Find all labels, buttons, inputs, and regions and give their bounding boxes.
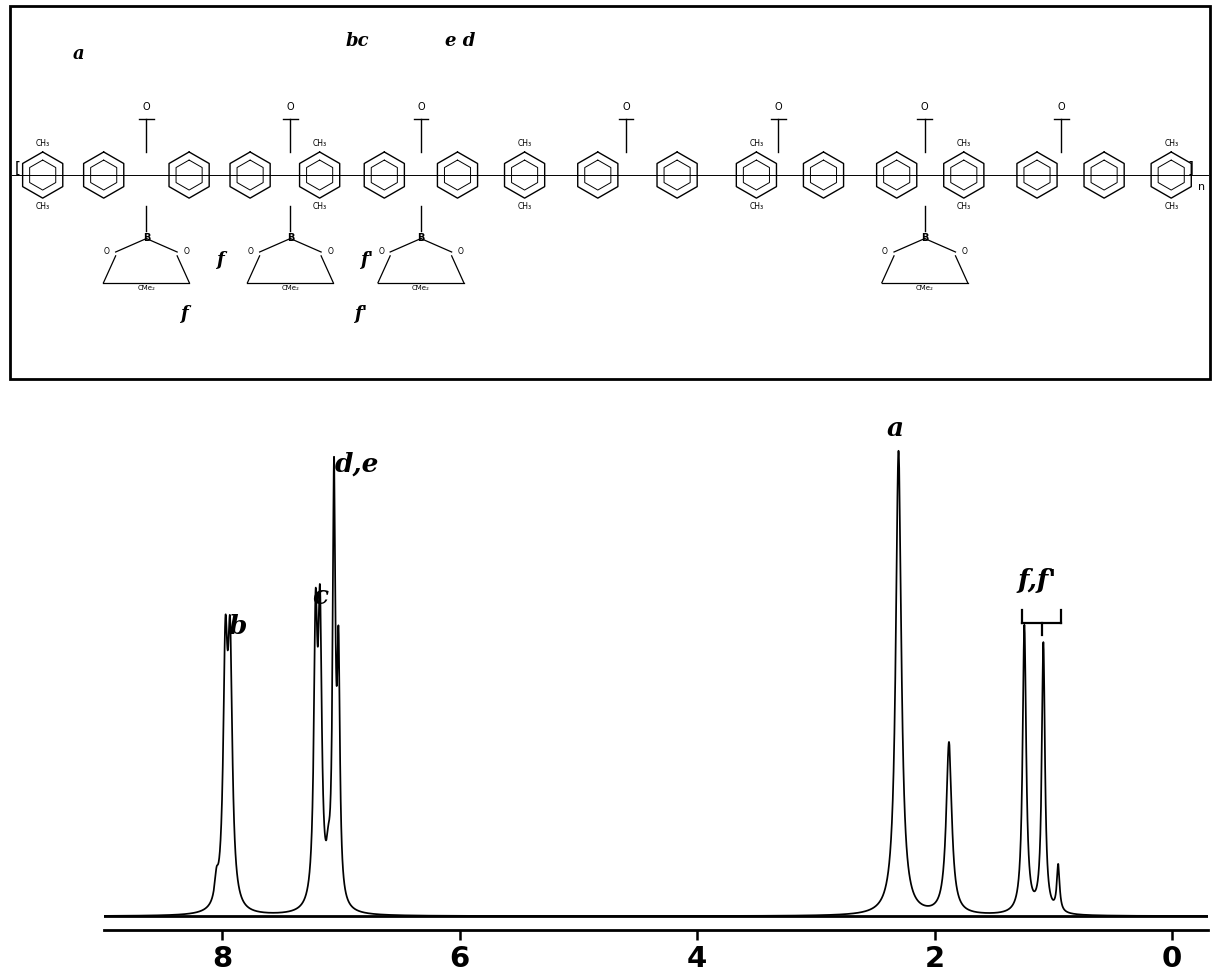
Text: CMe₂: CMe₂ xyxy=(282,284,299,290)
Text: CH₃: CH₃ xyxy=(956,202,971,211)
Text: CMe₂: CMe₂ xyxy=(412,284,429,290)
Text: e d: e d xyxy=(445,32,476,50)
Text: f': f' xyxy=(360,250,373,269)
Text: bc: bc xyxy=(345,32,368,50)
Text: O: O xyxy=(143,101,150,112)
Text: f,f': f,f' xyxy=(1017,568,1057,593)
Text: O: O xyxy=(961,246,967,256)
Text: n: n xyxy=(1198,182,1205,193)
Text: O: O xyxy=(104,246,110,256)
Text: CH₃: CH₃ xyxy=(956,139,971,148)
Text: O: O xyxy=(775,101,782,112)
Text: CH₃: CH₃ xyxy=(312,139,327,148)
Text: O: O xyxy=(882,246,888,256)
Text: O: O xyxy=(378,246,384,256)
Text: O: O xyxy=(248,246,254,256)
Text: CH₃: CH₃ xyxy=(517,202,532,211)
Text: B: B xyxy=(921,233,928,243)
Text: CH₃: CH₃ xyxy=(749,202,764,211)
Text: a: a xyxy=(887,417,904,441)
Text: f: f xyxy=(181,305,188,323)
Text: d,e: d,e xyxy=(334,451,378,476)
Text: CH₃: CH₃ xyxy=(35,202,50,211)
Text: O: O xyxy=(458,246,464,256)
Text: [: [ xyxy=(15,161,21,176)
Text: O: O xyxy=(287,101,294,112)
Text: O: O xyxy=(921,101,928,112)
Text: B: B xyxy=(417,233,425,243)
Text: ]: ] xyxy=(1187,161,1193,176)
Text: CMe₂: CMe₂ xyxy=(138,284,155,290)
Text: CH₃: CH₃ xyxy=(1164,139,1179,148)
Text: O: O xyxy=(1058,101,1065,112)
Text: B: B xyxy=(143,233,150,243)
Text: CH₃: CH₃ xyxy=(1164,202,1179,211)
Text: O: O xyxy=(622,101,630,112)
Text: O: O xyxy=(327,246,333,256)
Text: f: f xyxy=(216,250,223,269)
Text: CH₃: CH₃ xyxy=(749,139,764,148)
Text: CH₃: CH₃ xyxy=(35,139,50,148)
Text: O: O xyxy=(417,101,425,112)
Text: CH₃: CH₃ xyxy=(312,202,327,211)
Text: b: b xyxy=(228,615,248,639)
Text: c: c xyxy=(312,584,328,609)
Text: O: O xyxy=(183,246,189,256)
Text: a: a xyxy=(73,46,85,63)
Text: B: B xyxy=(287,233,294,243)
Text: f': f' xyxy=(354,305,367,323)
Text: CMe₂: CMe₂ xyxy=(916,284,933,290)
Text: CH₃: CH₃ xyxy=(517,139,532,148)
